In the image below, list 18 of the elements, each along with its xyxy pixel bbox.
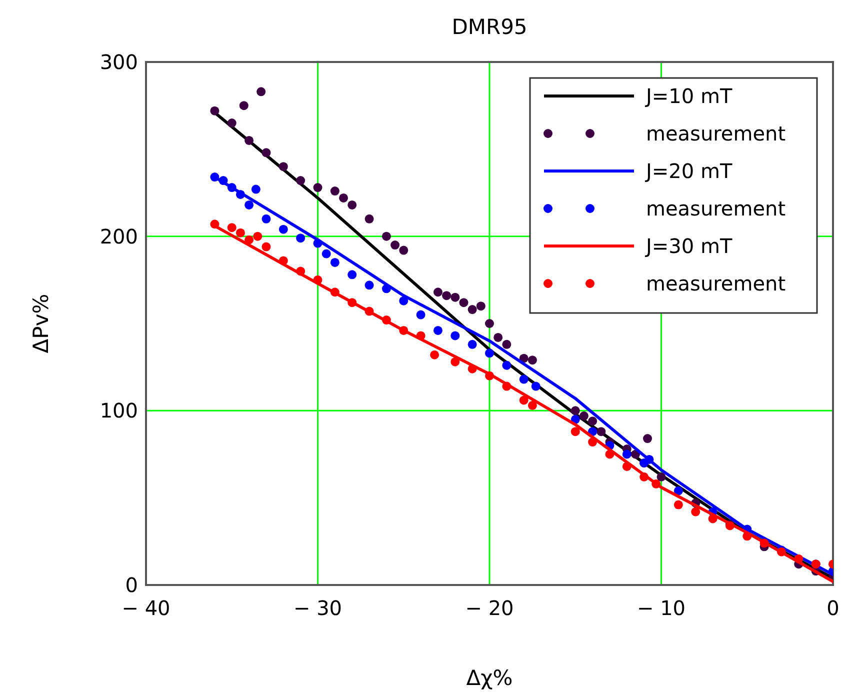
y-tick-label: 100 — [100, 398, 138, 423]
legend-label: measurement — [646, 122, 786, 146]
x-tick-label: − 40 — [122, 596, 170, 620]
chart-title: DMR95 — [452, 15, 528, 39]
y-tick-label: 200 — [100, 224, 138, 248]
y-tick-label: 300 — [100, 50, 138, 74]
x-tick-label: − 10 — [636, 596, 686, 620]
y-axis-title: ΔPv% — [29, 294, 53, 354]
legend-label: measurement — [646, 196, 786, 220]
x-tick-label: − 20 — [465, 596, 514, 620]
legend-label: J=30 mT — [644, 234, 733, 258]
x-tick-label: − 30 — [293, 596, 342, 620]
x-tick-label: 0 — [826, 596, 840, 620]
x-axis-title: Δχ% — [466, 666, 513, 690]
legend-label: J=20 mT — [644, 159, 733, 183]
y-tick-label: 0 — [125, 573, 138, 597]
legend-label: J=10 mT — [644, 84, 733, 108]
legend-label: measurement — [646, 272, 786, 296]
